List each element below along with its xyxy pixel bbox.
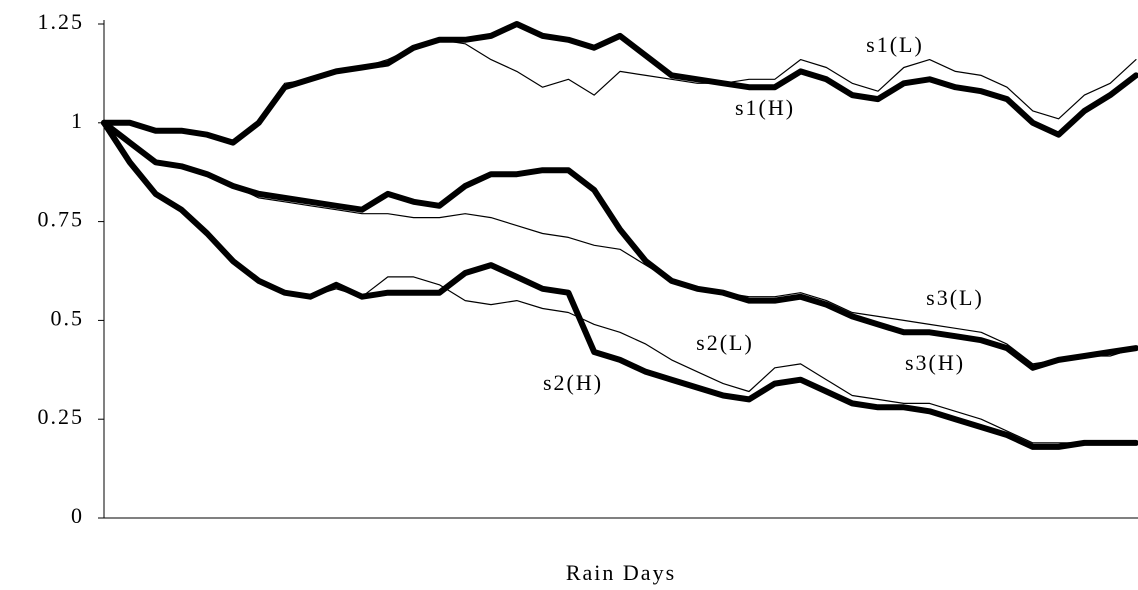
y-tick-label: 0.25 [38,404,85,429]
series-label: s3(L) [926,285,984,310]
series-label: s2(L) [696,330,754,355]
y-tick-label: 0 [71,503,84,528]
series-line [101,119,1138,450]
series-label: s2(H) [543,370,603,395]
y-tick-label: 0.5 [51,305,85,330]
series-line [103,122,1137,365]
series-label: s3(H) [905,350,965,375]
y-tick-label: 1.25 [38,9,85,34]
y-tick-label: 1 [71,108,84,133]
series-label: s1(H) [735,95,795,120]
series-label: s1(L) [866,32,924,57]
y-tick-label: 0.75 [38,207,85,232]
series-line [101,119,1138,371]
x-axis-label: Rain Days [566,560,676,585]
series-line [101,21,1138,146]
